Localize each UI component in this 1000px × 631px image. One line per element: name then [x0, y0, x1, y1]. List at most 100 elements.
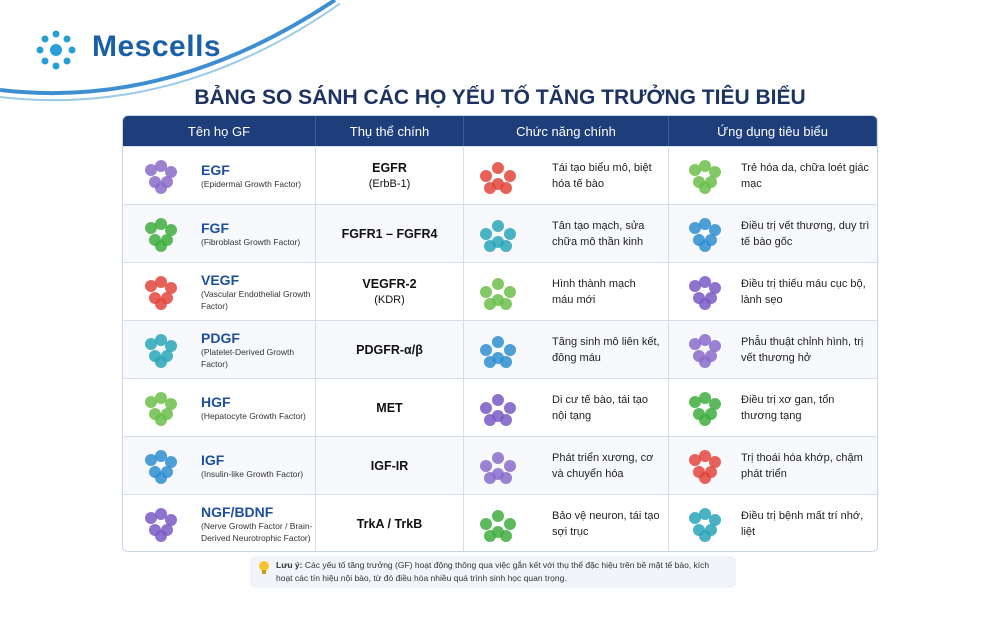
cell-function: Tăng sinh mô liên kết, đông máu: [464, 321, 669, 378]
cell-receptor: MET: [316, 379, 464, 436]
name-block: VEGF (Vascular Endothelial Growth Factor): [201, 272, 313, 312]
note: Lưu ý: Các yếu tố tăng trưởng (GF) hoạt …: [250, 556, 736, 588]
table-row: NGF/BDNF (Nerve Growth Factor / Brain-Der…: [123, 494, 877, 551]
icon: [480, 336, 516, 368]
header-cell: Thụ thể chính: [316, 116, 464, 146]
gf-full-name: (Insulin-like Growth Factor): [201, 468, 304, 479]
gf-name: PDGF: [201, 329, 240, 346]
title: BẢNG SO SÁNH CÁC HỌ YẾU TỐ TĂNG TRƯỞNG T…: [194, 86, 806, 109]
cell-function: Hình thành mạch máu mới: [464, 263, 669, 320]
gf-name: NGF/BDNF: [201, 503, 274, 520]
icon: [480, 452, 516, 484]
icon: [689, 276, 721, 310]
gf-full-name: (Epidermal Growth Factor): [201, 178, 302, 189]
name-block: FGF (Fibroblast Growth Factor): [201, 220, 313, 248]
cell-function: Tái tạo biểu mô, biệt hóa tế bào: [464, 147, 669, 204]
gf-name: IGF: [201, 451, 225, 468]
icon: [145, 218, 177, 252]
cell-receptor: FGFR1 – FGFR4: [316, 205, 464, 262]
cell-name: EGF (Epidermal Growth Factor): [123, 147, 316, 204]
cell-receptor: PDGFR-α/β: [316, 321, 464, 378]
table-row: FGF (Fibroblast Growth Factor) FGFR1 – FGF…: [123, 204, 877, 262]
cell-application: Trẻ hóa da, chữa loét giác mạc: [669, 147, 877, 204]
cell-receptor: VEGFR-2 (KDR): [316, 263, 464, 320]
icon: [480, 278, 516, 310]
bulb-icon: [259, 561, 269, 574]
application: Trị thoái hóa khớp, chậm phát triển: [741, 451, 863, 480]
table-row: EGF (Epidermal Growth Factor) EGFR (ErbB-1)…: [123, 146, 877, 204]
cell-receptor: EGFR (ErbB-1): [316, 147, 464, 204]
table: Tên họ GF Thụ thể chính Chức năng chính Ứng…: [122, 115, 878, 552]
icon: [480, 220, 516, 252]
application: Điều trị thiếu máu cục bộ, lành sẹo: [741, 277, 866, 306]
table-row: PDGF (Platelet-Derived Growth Factor) PDGF…: [123, 320, 877, 378]
icon: [689, 450, 721, 484]
icon: [480, 510, 516, 542]
cell-receptor: TrkA / TrkB: [316, 495, 464, 551]
gf-name: HGF: [201, 393, 231, 410]
icon: [689, 218, 721, 252]
gf-full-name: (Fibroblast Growth Factor): [201, 236, 301, 247]
cell-name: FGF (Fibroblast Growth Factor): [123, 205, 316, 262]
icon: [689, 392, 721, 426]
header-cell: Ứng dụng tiêu biểu: [669, 116, 877, 146]
gf-name: VEGF: [201, 271, 240, 288]
application: Phẫu thuật chỉnh hình, trị vết thương hở: [741, 335, 864, 364]
icon: [689, 508, 721, 542]
receptor: FGFR1 – FGFR4: [341, 226, 438, 241]
cell-name: IGF (Insulin-like Growth Factor): [123, 437, 316, 494]
cell-function: Bảo vệ neuron, tái tạo sợi trục: [464, 495, 669, 551]
function: Phát triển xương, cơ và chuyển hóa: [552, 451, 654, 480]
icon: [145, 276, 177, 310]
decor-arc: [0, 0, 340, 102]
cell-application: Điều trị thiếu máu cục bộ, lành sẹo: [669, 263, 877, 320]
function: Bảo vệ neuron, tái tạo sợi trục: [552, 509, 660, 538]
function: Tăng sinh mô liên kết, đông máu: [552, 335, 660, 364]
function: Tân tạo mạch, sửa chữa mô thần kinh: [552, 219, 645, 248]
receptor: VEGFR-2: [362, 277, 417, 291]
gf-full-name: (Vascular Endothelial Growth Factor): [201, 288, 311, 311]
icon: [480, 394, 516, 426]
function: Tái tạo biểu mô, biệt hóa tế bào: [552, 161, 652, 190]
cell-application: Phẫu thuật chỉnh hình, trị vết thương hở: [669, 321, 877, 378]
icon: [145, 160, 177, 194]
application: Điều trị bệnh mất trí nhớ, liệt: [741, 509, 864, 538]
name-block: NGF/BDNF (Nerve Growth Factor / Brain-Der…: [201, 504, 313, 544]
name-block: PDGF (Platelet-Derived Growth Factor): [201, 330, 313, 370]
icon: [689, 160, 721, 194]
cell-application: Điều trị vết thương, duy trì tế bào gốc: [669, 205, 877, 262]
gf-full-name: (Hepatocyte Growth Factor): [201, 410, 306, 421]
cell-name: VEGF (Vascular Endothelial Growth Factor): [123, 263, 316, 320]
name-block: EGF (Epidermal Growth Factor): [201, 162, 313, 190]
icon: [145, 392, 177, 426]
icon: [689, 334, 721, 368]
icon: [480, 162, 516, 194]
function: Hình thành mạch máu mới: [552, 277, 636, 306]
receptor-sub: (KDR): [374, 294, 405, 306]
receptor: MET: [376, 400, 403, 415]
logo-icon: [36, 30, 76, 70]
icon: [145, 508, 177, 542]
gf-full-name: (Nerve Growth Factor / Brain-Derived Neu…: [201, 520, 313, 543]
receptor: PDGFR-α/β: [356, 342, 423, 357]
name-block: IGF (Insulin-like Growth Factor): [201, 452, 313, 480]
logo-text: Mescells: [92, 30, 222, 63]
cell-name: PDGF (Platelet-Derived Growth Factor): [123, 321, 316, 378]
receptor: TrkA / TrkB: [356, 516, 423, 531]
table-row: HGF (Hepatocyte Growth Factor) MET Di cư tế…: [123, 378, 877, 436]
gf-name: EGF: [201, 161, 230, 178]
note-text: Các yếu tố tăng trưởng (GF) hoạt động th…: [276, 560, 710, 583]
cell-receptor: IGF-IR: [316, 437, 464, 494]
application: Trẻ hóa da, chữa loét giác mạc: [741, 161, 870, 190]
table-row: IGF (Insulin-like Growth Factor) IGF-IR Phá…: [123, 436, 877, 494]
receptor-sub: (ErbB-1): [368, 178, 411, 190]
cell-application: Trị thoái hóa khớp, chậm phát triển: [669, 437, 877, 494]
table-row: VEGF (Vascular Endothelial Growth Factor)…: [123, 262, 877, 320]
application: Điều trị vết thương, duy trì tế bào gốc: [741, 219, 870, 248]
note-label: Lưu ý:: [276, 560, 303, 570]
cell-name: NGF/BDNF (Nerve Growth Factor / Brain-Der…: [123, 495, 316, 551]
header-cell: Tên họ GF: [123, 116, 316, 146]
cell-name: HGF (Hepatocyte Growth Factor): [123, 379, 316, 436]
gf-name: FGF: [201, 219, 229, 236]
